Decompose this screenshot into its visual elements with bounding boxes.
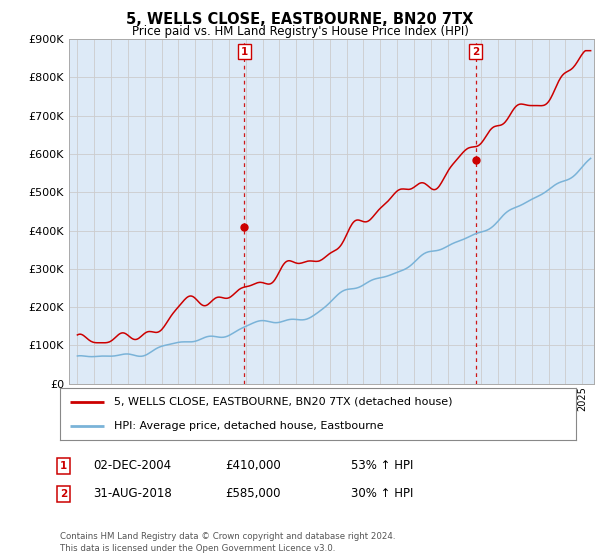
Text: 53% ↑ HPI: 53% ↑ HPI bbox=[351, 459, 413, 473]
Text: £585,000: £585,000 bbox=[225, 487, 281, 501]
Text: 31-AUG-2018: 31-AUG-2018 bbox=[93, 487, 172, 501]
Text: 1: 1 bbox=[241, 47, 248, 57]
Text: 2: 2 bbox=[60, 489, 67, 499]
Text: Contains HM Land Registry data © Crown copyright and database right 2024.
This d: Contains HM Land Registry data © Crown c… bbox=[60, 532, 395, 553]
Text: 5, WELLS CLOSE, EASTBOURNE, BN20 7TX (detached house): 5, WELLS CLOSE, EASTBOURNE, BN20 7TX (de… bbox=[114, 396, 452, 407]
Text: HPI: Average price, detached house, Eastbourne: HPI: Average price, detached house, East… bbox=[114, 421, 384, 431]
Text: 5, WELLS CLOSE, EASTBOURNE, BN20 7TX: 5, WELLS CLOSE, EASTBOURNE, BN20 7TX bbox=[127, 12, 473, 27]
Text: £410,000: £410,000 bbox=[225, 459, 281, 473]
Text: 2: 2 bbox=[472, 47, 479, 57]
Text: Price paid vs. HM Land Registry's House Price Index (HPI): Price paid vs. HM Land Registry's House … bbox=[131, 25, 469, 38]
Text: 30% ↑ HPI: 30% ↑ HPI bbox=[351, 487, 413, 501]
Text: 1: 1 bbox=[60, 461, 67, 471]
Text: 02-DEC-2004: 02-DEC-2004 bbox=[93, 459, 171, 473]
